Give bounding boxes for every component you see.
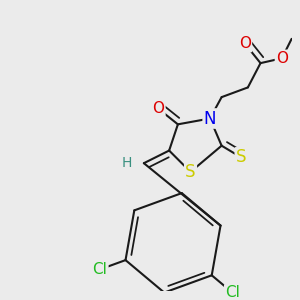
Text: S: S	[185, 163, 196, 181]
Text: H: H	[121, 156, 132, 170]
Text: Cl: Cl	[225, 285, 240, 300]
Text: Cl: Cl	[92, 262, 107, 277]
Text: O: O	[239, 36, 251, 51]
Text: O: O	[276, 51, 288, 66]
Text: N: N	[204, 110, 216, 128]
Text: S: S	[236, 148, 246, 166]
Text: O: O	[152, 101, 164, 116]
